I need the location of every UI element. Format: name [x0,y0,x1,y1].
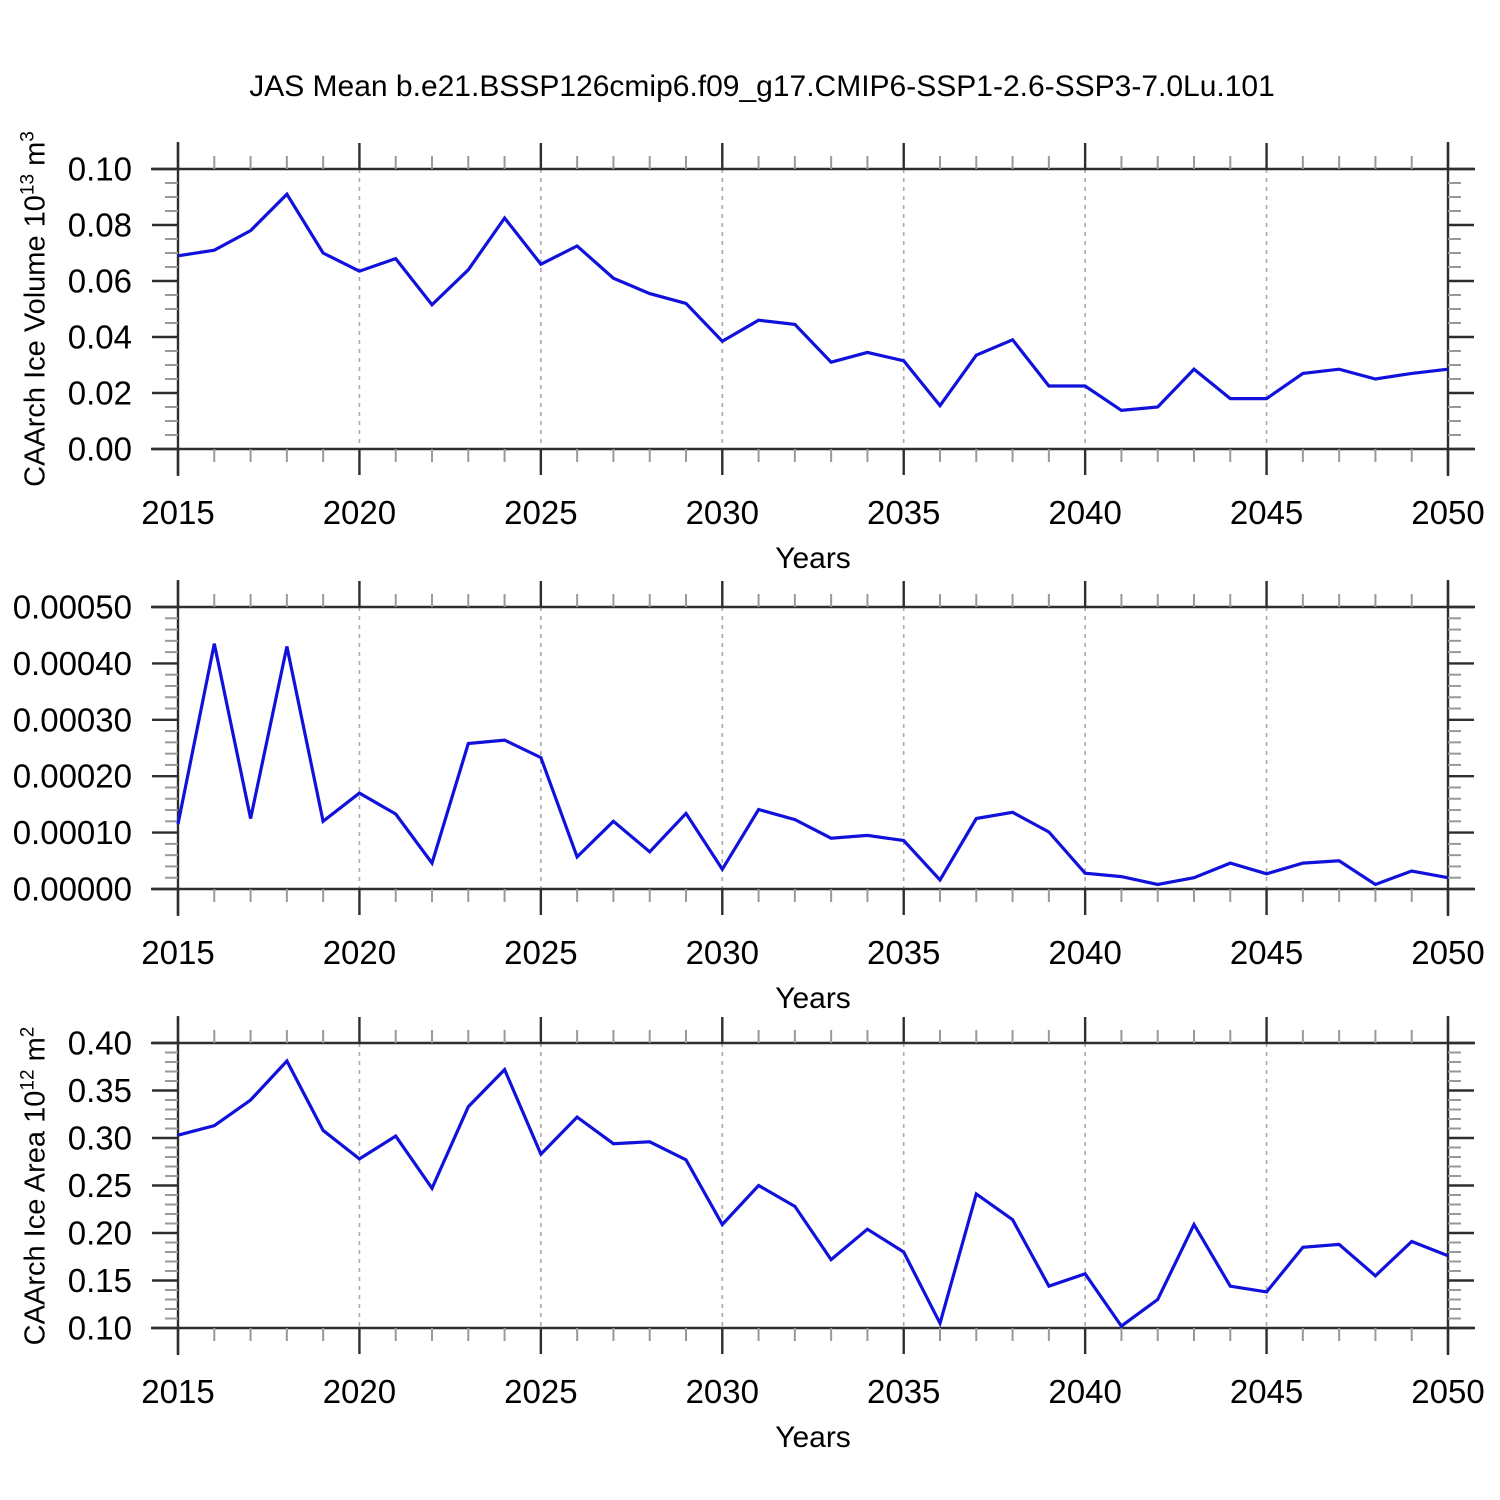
x-tick-label: 2040 [1048,494,1121,531]
x-tick-label: 2020 [323,494,396,531]
x-tick-label: 2045 [1230,934,1303,971]
y-tick-label: 0.06 [68,263,132,300]
data-line-caarch-ice-middle-series [176,643,1449,887]
x-tick-label: 2030 [686,1373,759,1410]
y-tick-label: 0.15 [68,1262,132,1299]
x-tick-label: 2050 [1411,934,1484,971]
x-tick-label: 2025 [504,1373,577,1410]
y-tick-label: 0.00010 [13,814,132,851]
x-tick-label: 2035 [867,1373,940,1410]
y-tick-label: 0.20 [68,1215,132,1252]
x-tick-label: 2035 [867,934,940,971]
x-tick-label: 2045 [1230,1373,1303,1410]
y-tick-label: 0.25 [68,1167,132,1204]
y-tick-label: 0.10 [68,1310,132,1347]
y-tick-label: 0.00030 [13,701,132,738]
y-axis-title-unit: m [19,1037,52,1070]
y-axis-title-unit-exponent: 2 [17,1026,39,1038]
x-tick-label: 2040 [1048,1373,1121,1410]
x-tick-label: 2035 [867,494,940,531]
y-axis-title-exponent: 12 [17,1069,39,1091]
x-tick-label: 2025 [504,494,577,531]
y-axis-title-text: CAArch Ice Area 10 [19,1090,52,1346]
chart-title: JAS Mean b.e21.BSSP126cmip6.f09_g17.CMIP… [249,70,1275,103]
x-tick-label: 2025 [504,934,577,971]
x-tick-label: 2045 [1230,494,1303,531]
x-tick-label: 2030 [686,494,759,531]
x-tick-label: 2015 [141,934,214,971]
y-tick-label: 0.04 [68,319,132,356]
y-tick-label: 0.00040 [13,645,132,682]
x-tick-label: 2015 [141,1373,214,1410]
y-tick-label: 0.40 [68,1025,132,1062]
y-tick-label: 0.00000 [13,871,132,908]
y-tick-label: 0.00050 [13,589,132,626]
x-tick-label: 2020 [323,1373,396,1410]
x-tick-label: 2050 [1411,494,1484,531]
x-tick-label: 2050 [1411,1373,1484,1410]
y-axis-title-unit-exponent: 3 [17,131,39,142]
y-tick-label: 0.10 [68,151,132,188]
y-tick-label: 0.00020 [13,758,132,795]
y-tick-label: 0.30 [68,1120,132,1157]
x-tick-label: 2015 [141,494,214,531]
data-line-caarch-ice-area [177,1058,1449,1329]
y-axis-title-text: CAArch Ice Volume 10 [19,195,52,487]
y-axis-title-unit: m [19,141,52,174]
y-tick-label: 0.35 [68,1072,132,1109]
y-axis-title-ice-area: CAArch Ice Area 1012 m2 [18,1027,52,1346]
data-line-caarch-ice-volume [177,191,1449,413]
x-axis-title-panel-1: Years [775,542,851,575]
x-axis-title-panel-3: Years [775,1421,851,1454]
x-tick-label: 2020 [323,934,396,971]
y-tick-label: 0.00 [68,431,132,468]
y-tick-label: 0.02 [68,375,132,412]
x-tick-label: 2040 [1048,934,1121,971]
x-axis-title-panel-2: Years [775,982,851,1015]
y-axis-title-ice-volume: CAArch Ice Volume 1013 m3 [18,131,52,487]
x-tick-label: 2030 [686,934,759,971]
y-tick-label: 0.08 [68,207,132,244]
y-axis-title-exponent: 13 [17,173,39,196]
